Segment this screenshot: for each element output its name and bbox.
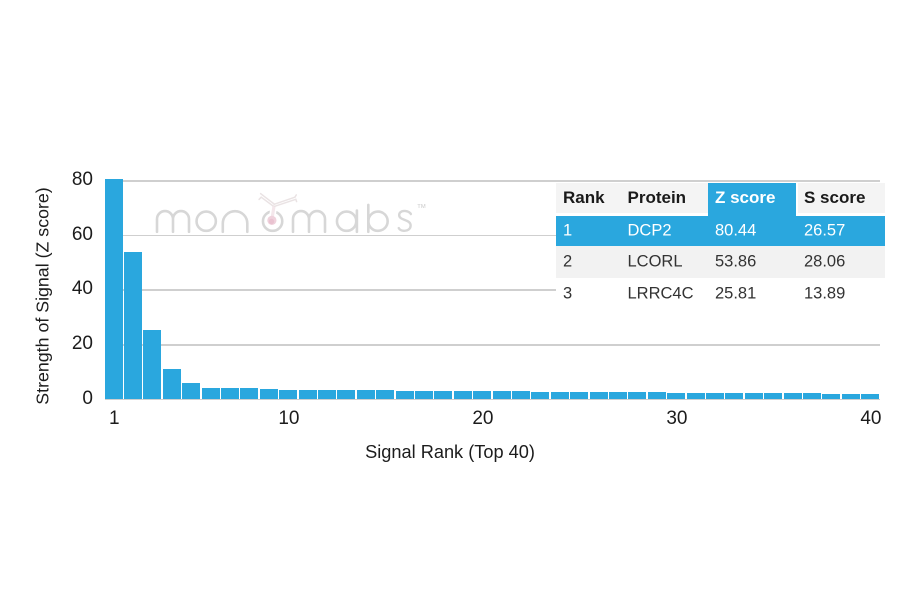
svg-text:TM: TM <box>417 204 426 210</box>
